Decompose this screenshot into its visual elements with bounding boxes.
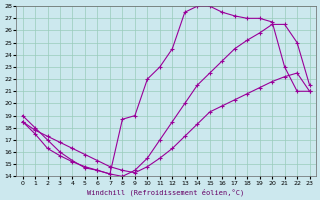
X-axis label: Windchill (Refroidissement éolien,°C): Windchill (Refroidissement éolien,°C) [87,188,245,196]
